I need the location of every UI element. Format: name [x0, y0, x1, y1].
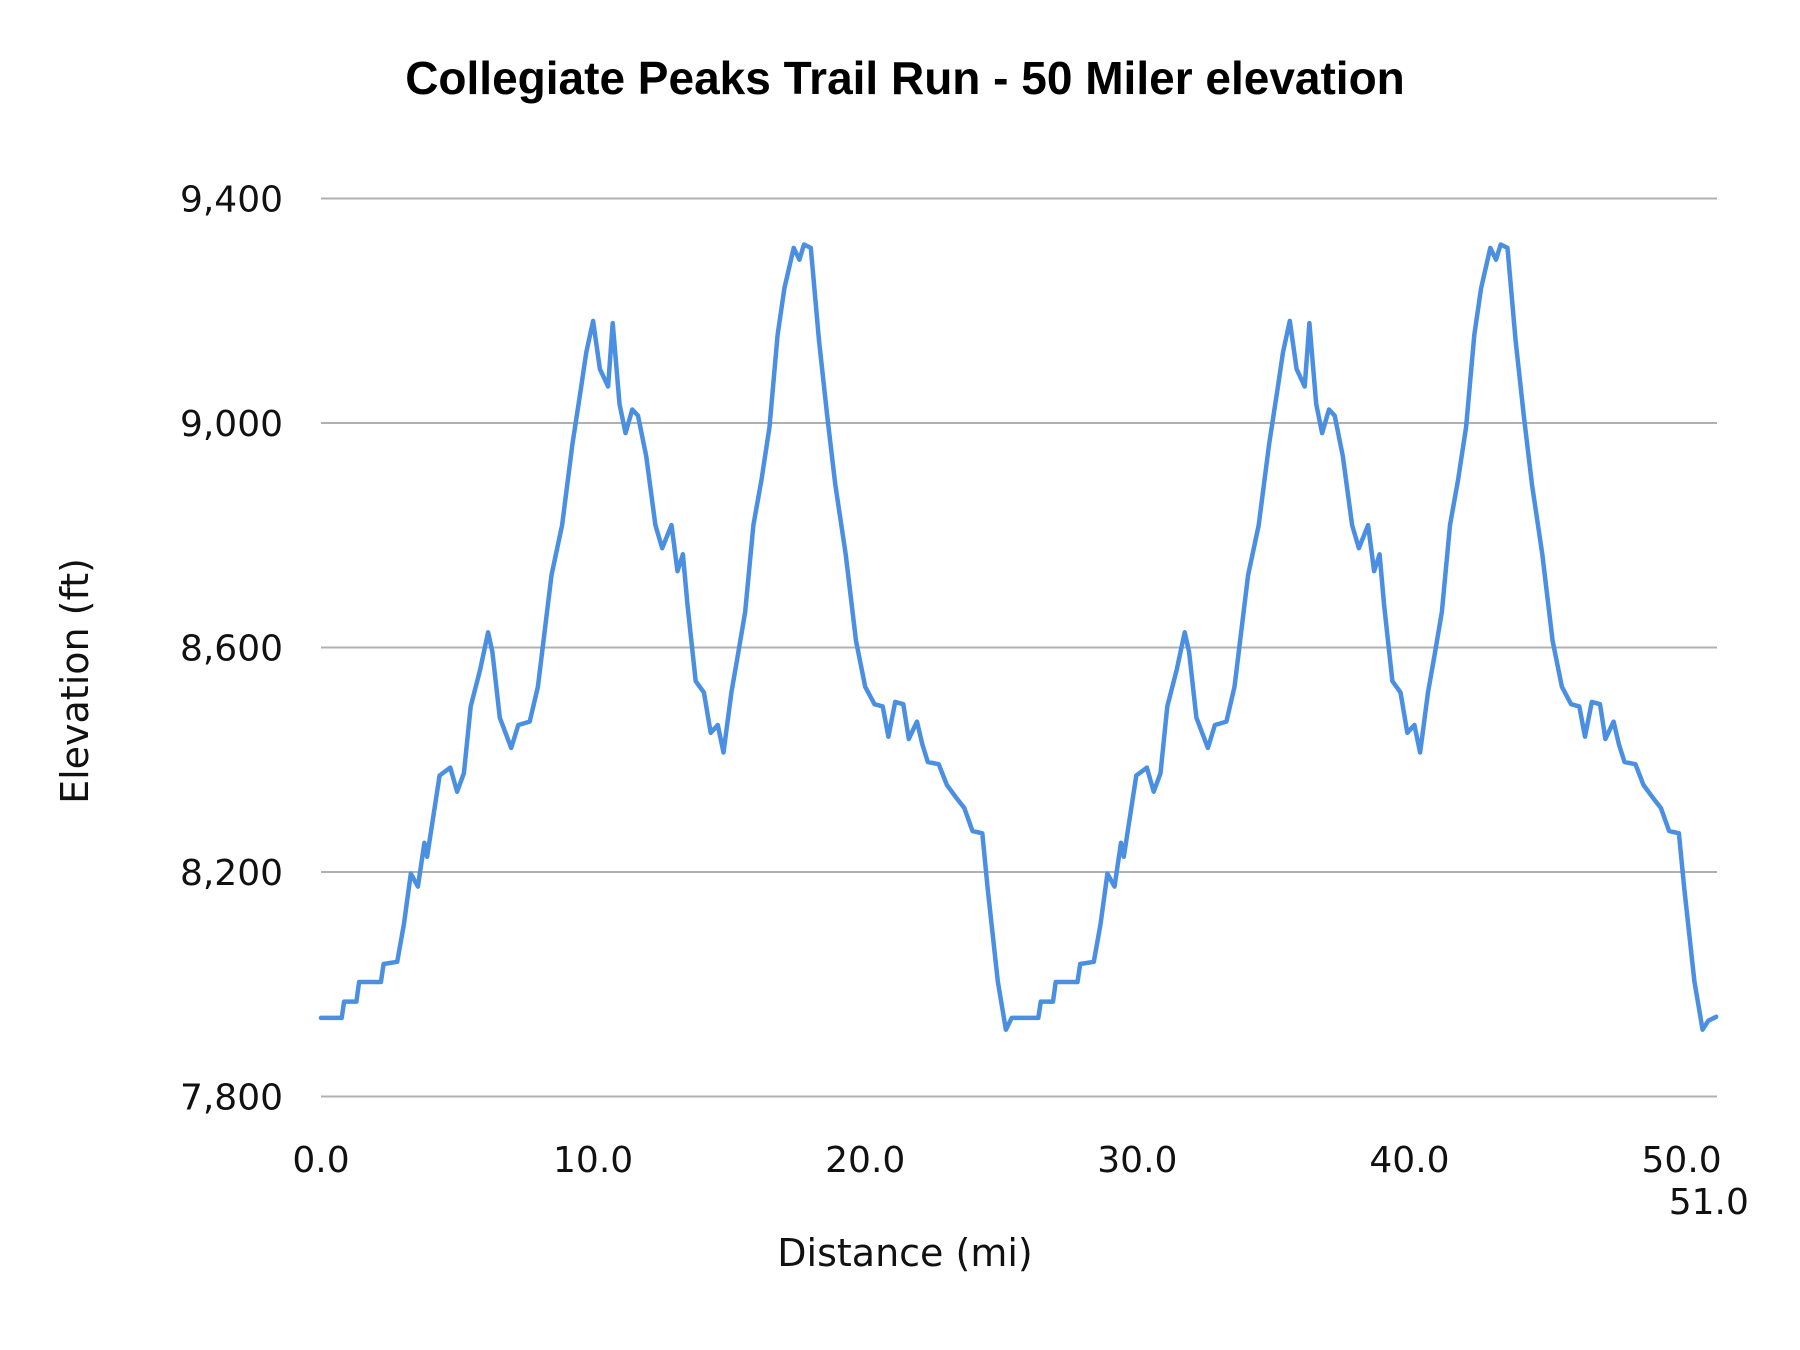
chart-title: Collegiate Peaks Trail Run - 50 Miler el…: [405, 52, 1405, 104]
x-axis-ticks: 0.0 10.0 20.0 30.0 40.0 50.051.0: [292, 1140, 1749, 1223]
x-tick-label: 10.0: [553, 1140, 633, 1181]
x-tick-label: 0.0: [292, 1140, 349, 1181]
gridlines: [321, 197, 1717, 1098]
y-axis-label: Elevation (ft): [53, 558, 97, 804]
x-tick-label: 50.0: [1642, 1140, 1722, 1181]
y-tick-label: 7,800: [180, 1078, 283, 1119]
x-tick-label: 51.0: [1669, 1182, 1749, 1223]
y-tick-label: 8,200: [180, 853, 283, 894]
x-tick-label: 30.0: [1097, 1140, 1177, 1181]
elevation-line: [318, 242, 1719, 1032]
x-axis-label: Distance (mi): [777, 1231, 1032, 1275]
x-tick-label: 20.0: [825, 1140, 905, 1181]
y-tick-label: 9,000: [180, 404, 283, 445]
x-tick-label: 40.0: [1369, 1140, 1449, 1181]
y-axis-ticks: 7,800 8,200 8,600 9,000 9,400: [180, 180, 283, 1119]
y-tick-label: 9,400: [180, 180, 283, 221]
y-tick-label: 8,600: [180, 629, 283, 670]
